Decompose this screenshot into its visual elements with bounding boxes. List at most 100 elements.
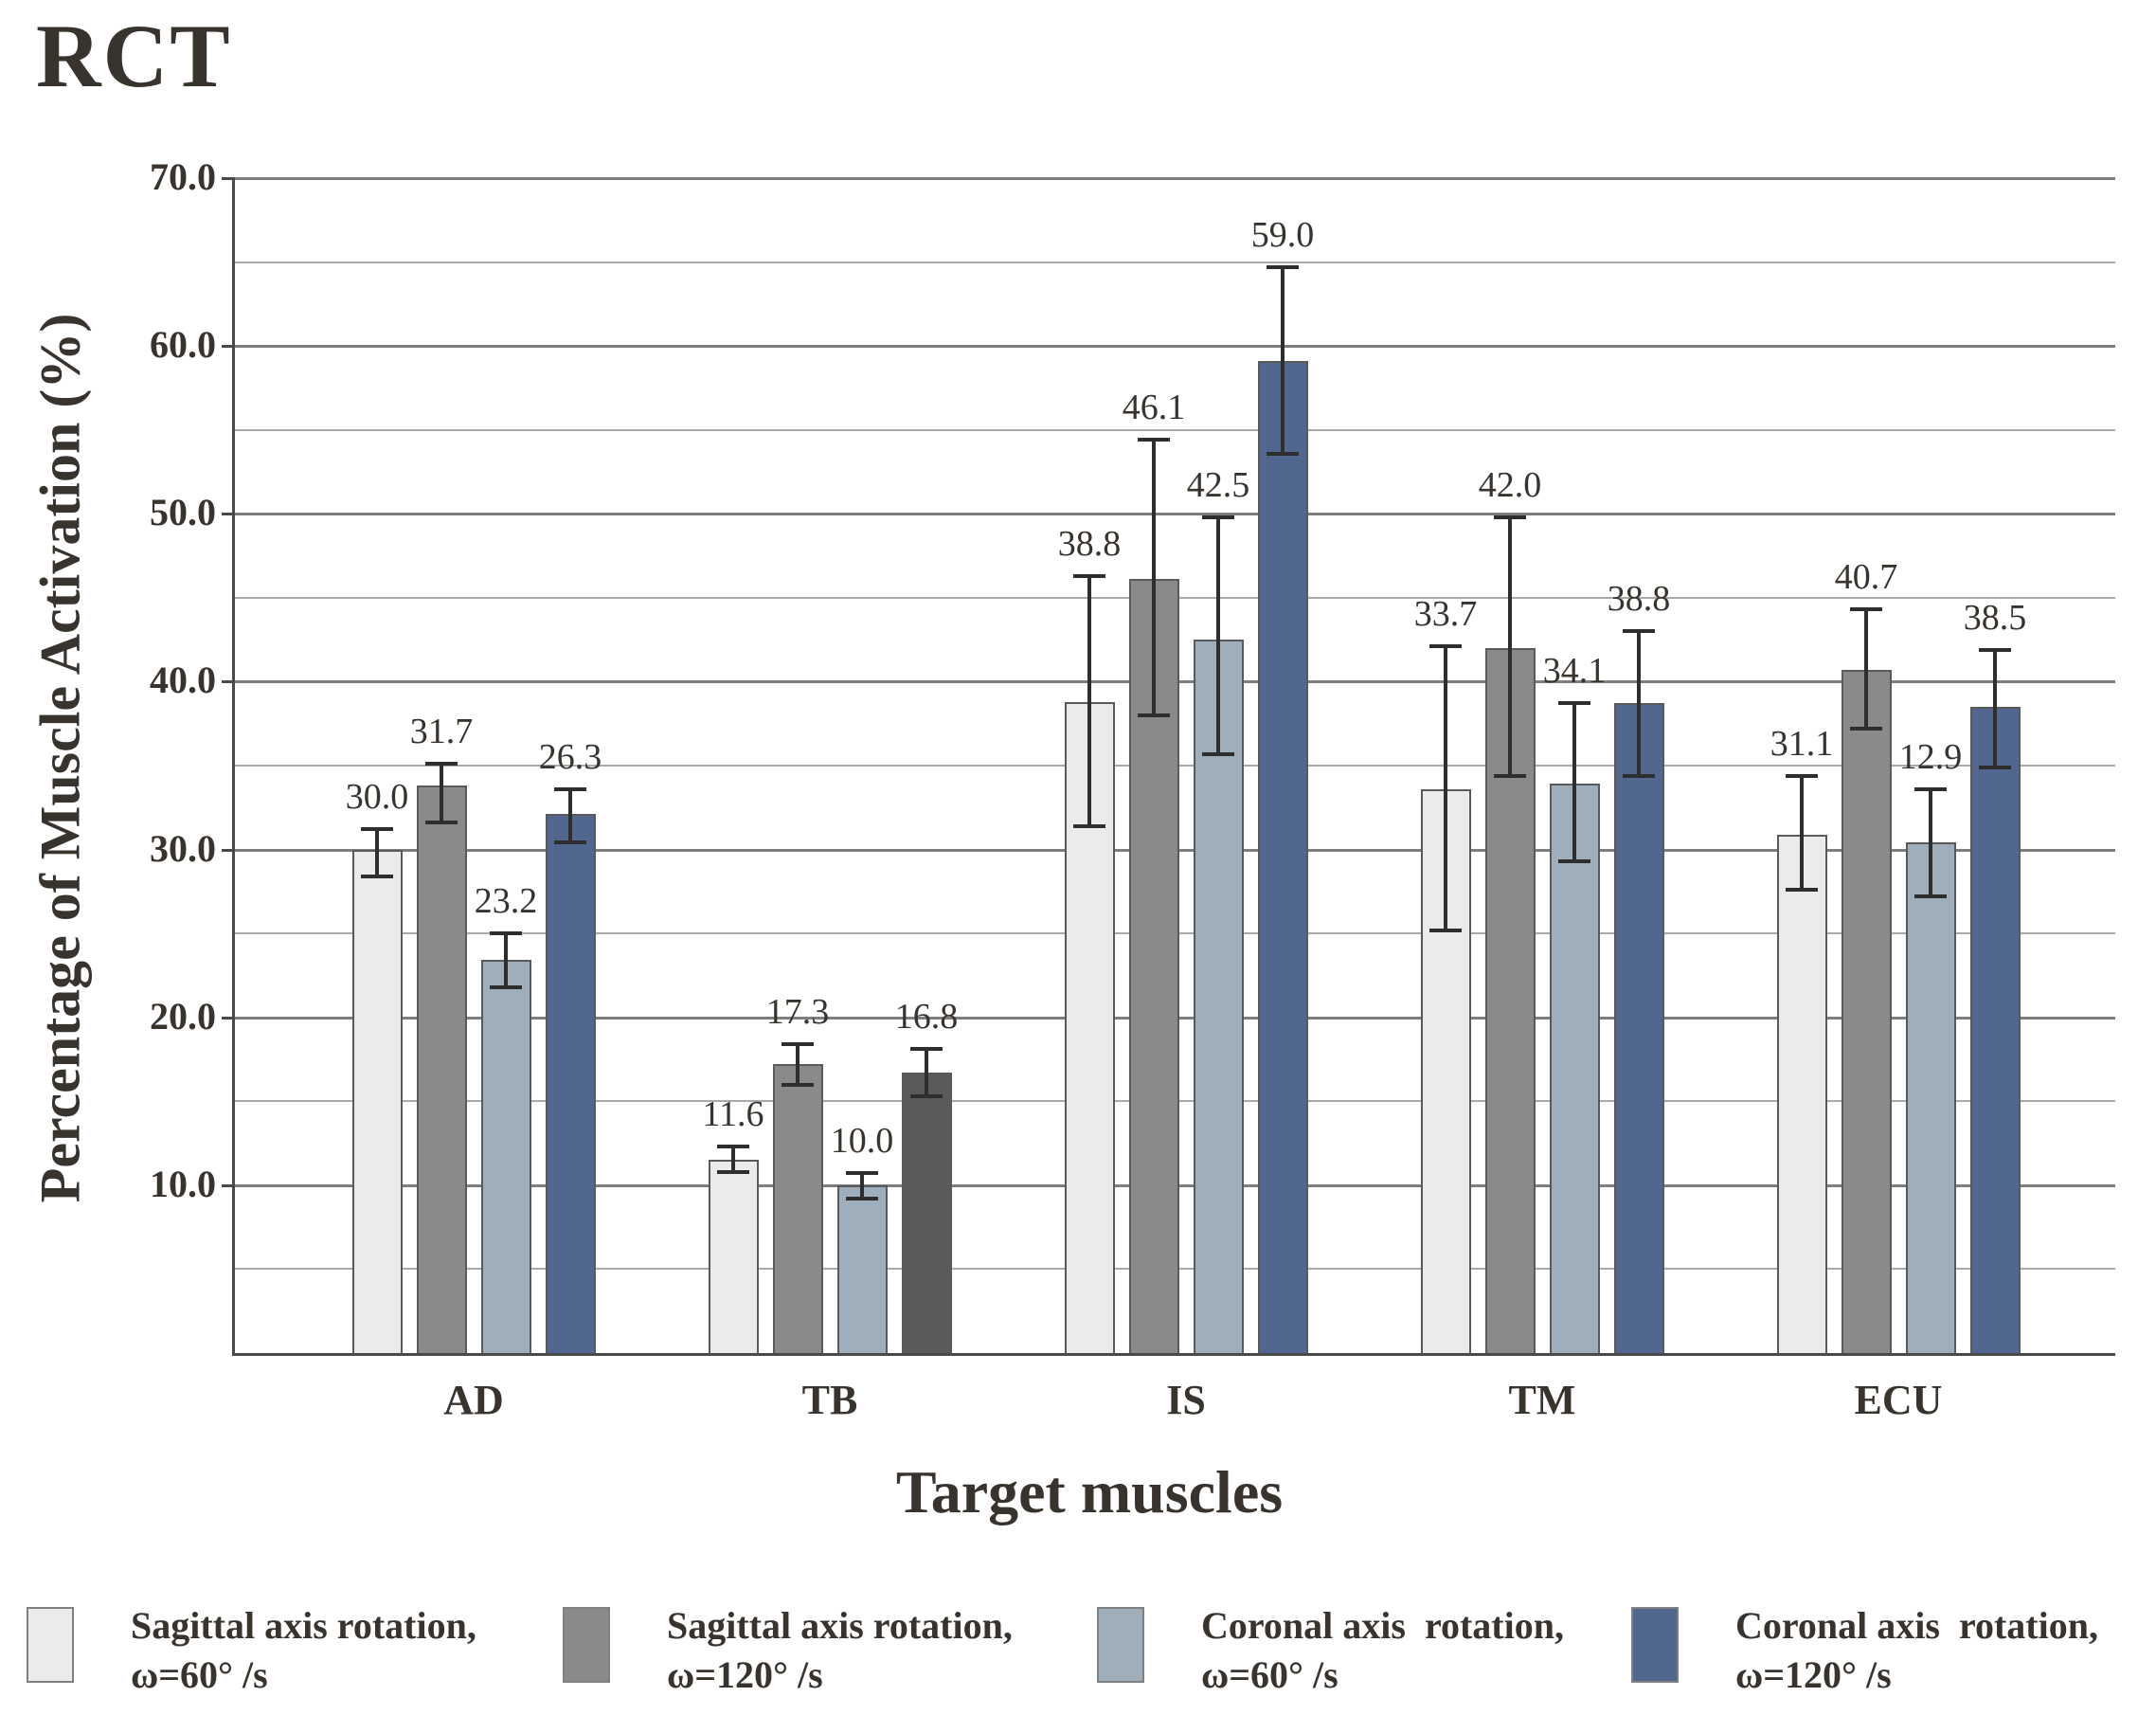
error-bar-stem — [1572, 703, 1576, 861]
error-bar-cap-top — [361, 827, 393, 832]
legend-swatch — [563, 1607, 610, 1683]
error-bar-cap-bottom — [1073, 823, 1105, 828]
error-bar-stem — [440, 764, 443, 823]
legend-label-line1: Coronal axis rotation, — [1201, 1604, 1564, 1647]
x-category-label: ECU — [1854, 1377, 1943, 1423]
bar — [1969, 707, 2021, 1353]
error-bar-stem — [1444, 646, 1447, 930]
bar — [1549, 784, 1600, 1353]
error-bar-cap-bottom — [425, 821, 458, 825]
legend-item: Sagittal axis rotation, ω=120° /s — [563, 1601, 1013, 1700]
bar-value-label: 23.2 — [474, 881, 538, 922]
error-bar-cap-bottom — [1494, 773, 1526, 778]
error-bar-cap-bottom — [1979, 765, 2011, 769]
error-bar-stem — [1087, 575, 1091, 826]
error-bar-cap-top — [1267, 264, 1299, 269]
legend-label-line1: Sagittal axis rotation, — [667, 1604, 1013, 1647]
bar-value-label: 17.3 — [765, 992, 830, 1033]
legend: Sagittal axis rotation, ω=60° /s Sagittal … — [0, 1590, 2156, 1715]
bar — [1064, 701, 1115, 1353]
y-tick-mark — [222, 177, 235, 180]
bar-value-label: 42.5 — [1186, 464, 1250, 505]
bar-value-label: 30.0 — [345, 777, 409, 818]
bar-value-label: 40.7 — [1834, 557, 1898, 598]
error-bar-stem — [1637, 631, 1641, 776]
bar-value-label: 38.5 — [1963, 597, 2027, 638]
y-tick-label: 40.0 — [150, 659, 216, 702]
legend-item: Sagittal axis rotation, ω=60° /s — [27, 1601, 476, 1700]
legend-label: Coronal axis rotation, ω=120° /s — [1735, 1601, 2098, 1700]
error-bar-cap-bottom — [1202, 751, 1234, 756]
x-category-label: TM — [1508, 1377, 1576, 1423]
bar — [1905, 842, 1956, 1353]
error-bar-cap-bottom — [490, 984, 522, 989]
legend-item: Coronal axis rotation, ω=60° /s — [1097, 1601, 1564, 1700]
bar-value-label: 42.0 — [1478, 464, 1542, 505]
gridline-minor — [235, 428, 2115, 431]
error-bar-stem — [1216, 516, 1220, 754]
gridline-minor — [235, 261, 2115, 263]
y-tick-mark — [222, 513, 235, 516]
error-bar-cap-bottom — [1138, 713, 1170, 717]
error-bar-cap-top — [910, 1047, 943, 1052]
y-axis-title: Percentage of Muscle Activation (%) — [28, 313, 92, 1203]
y-axis-line — [232, 178, 235, 1356]
y-tick-label: 30.0 — [150, 826, 216, 870]
y-tick-mark — [222, 1183, 235, 1187]
y-tick-label: 60.0 — [150, 323, 216, 367]
error-bar-stem — [731, 1146, 735, 1172]
error-bar-stem — [1929, 788, 1932, 897]
error-bar-cap-bottom — [1850, 727, 1882, 731]
legend-label-line2: ω=120° /s — [1735, 1653, 1892, 1696]
error-bar-cap-bottom — [782, 1082, 814, 1087]
error-bar-cap-top — [1429, 644, 1462, 649]
error-bar-cap-bottom — [1558, 858, 1590, 863]
y-tick-mark — [222, 680, 235, 684]
legend-swatch — [1631, 1607, 1679, 1683]
legend-swatch — [1097, 1607, 1144, 1683]
error-bar-stem — [504, 933, 508, 987]
y-tick-label: 70.0 — [150, 155, 216, 198]
error-bar-cap-bottom — [554, 840, 586, 845]
error-bar-stem — [1993, 649, 1997, 767]
bar-value-label: 16.8 — [894, 997, 959, 1038]
bar-value-label: 12.9 — [1898, 736, 1963, 777]
bar — [1257, 361, 1308, 1353]
error-bar-cap-top — [1558, 701, 1590, 706]
x-category-label: IS — [1166, 1377, 1206, 1423]
error-bar-cap-top — [1786, 773, 1818, 778]
bar — [416, 785, 467, 1353]
error-bar-cap-bottom — [1429, 928, 1462, 932]
error-bar-cap-top — [1073, 573, 1105, 578]
bar — [545, 814, 596, 1353]
error-bar-cap-bottom — [1267, 451, 1299, 456]
gridline-major — [235, 513, 2115, 516]
bar-value-label: 46.1 — [1122, 388, 1186, 428]
error-bar-cap-bottom — [717, 1169, 749, 1174]
y-tick-label: 50.0 — [150, 491, 216, 534]
error-bar-stem — [796, 1044, 800, 1085]
legend-label-line1: Sagittal axis rotation, — [131, 1604, 476, 1647]
legend-label: Sagittal axis rotation, ω=60° /s — [131, 1601, 476, 1700]
legend-label-line1: Coronal axis rotation, — [1735, 1604, 2098, 1647]
error-bar-cap-top — [717, 1145, 749, 1149]
error-bar-cap-top — [1494, 514, 1526, 519]
bar — [1484, 648, 1536, 1353]
bar — [901, 1073, 952, 1353]
error-bar-cap-top — [1202, 514, 1234, 519]
legend-label-line2: ω=120° /s — [667, 1653, 823, 1696]
error-bar-cap-bottom — [846, 1197, 878, 1201]
error-bar-cap-bottom — [1914, 894, 1947, 899]
error-bar-stem — [1281, 266, 1285, 454]
bar-value-label: 38.8 — [1057, 523, 1122, 564]
y-tick-mark — [222, 1016, 235, 1020]
y-tick-mark — [222, 848, 235, 852]
x-axis-line — [232, 1353, 2115, 1356]
error-bar-stem — [925, 1049, 928, 1096]
bar-value-label: 10.0 — [830, 1121, 894, 1162]
error-bar-cap-top — [1979, 647, 2011, 652]
legend-label: Sagittal axis rotation, ω=120° /s — [667, 1601, 1013, 1700]
y-tick-label: 20.0 — [150, 994, 216, 1038]
bar-value-label: 11.6 — [702, 1094, 764, 1135]
